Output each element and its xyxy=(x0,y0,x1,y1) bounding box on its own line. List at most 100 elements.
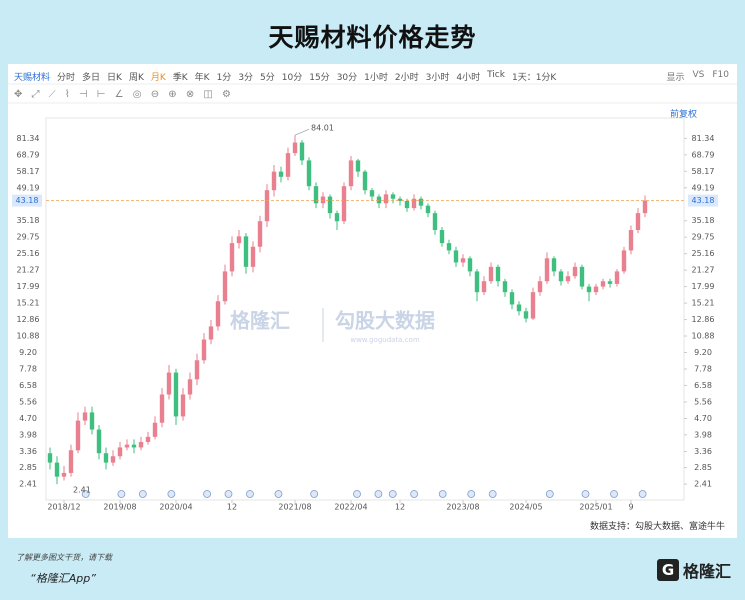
candle-body xyxy=(411,198,417,209)
candle-body xyxy=(383,194,389,204)
candle-body xyxy=(488,266,494,282)
event-marker xyxy=(388,490,397,498)
candle-body xyxy=(271,171,277,191)
toolbar-item[interactable]: 1分 xyxy=(216,73,232,83)
event-marker xyxy=(81,490,90,498)
candle-body xyxy=(453,250,459,263)
toolbar-item[interactable]: 分时 xyxy=(57,73,76,83)
candle-body xyxy=(572,266,578,277)
candle-body xyxy=(565,276,571,282)
f10-button[interactable]: F10 xyxy=(712,70,729,80)
max-pointer xyxy=(294,128,310,136)
plot-frame xyxy=(45,117,685,501)
candle-body xyxy=(313,186,319,204)
candle-body xyxy=(159,394,165,423)
watermark-url: www.gogudata.com xyxy=(350,336,419,344)
candle-body xyxy=(180,394,186,417)
event-marker xyxy=(224,490,233,498)
toolbar-item[interactable]: 年K xyxy=(194,73,210,83)
toolbar: 天赐材料 分时 多日 日K 周K 月K 季K 年K 1分 3分 5分 10分 15分 30分 1小时 2小时 3… xyxy=(14,70,556,83)
candle-body xyxy=(194,360,200,380)
event-marker xyxy=(545,490,554,498)
candle-body xyxy=(75,420,81,451)
event-marker xyxy=(167,490,176,498)
watermark-right: 勾股大数据 xyxy=(335,309,435,333)
toolbar-item[interactable]: 1天：1分K xyxy=(511,73,557,83)
toolbar-item[interactable]: 月K xyxy=(150,73,166,83)
toolbar-item[interactable]: 3小时 xyxy=(425,73,450,83)
candle-body xyxy=(166,372,172,395)
candle-body xyxy=(110,456,116,463)
y-tick-label-right: 58.17 xyxy=(692,167,715,176)
display-button[interactable]: 显示 xyxy=(666,73,685,83)
x-tick-label: 9 xyxy=(628,503,633,512)
candle-body xyxy=(299,142,305,161)
event-marker xyxy=(410,490,419,498)
toolbar-item[interactable]: 5分 xyxy=(260,73,275,83)
toolbar-item[interactable]: 4小时 xyxy=(456,73,481,83)
candle-body xyxy=(264,190,270,222)
candle-body xyxy=(614,271,620,284)
event-marker xyxy=(246,490,254,498)
candle-body xyxy=(327,196,333,214)
y-tick-label-right: 35.18 xyxy=(692,216,715,225)
y-tick-label-right: 7.78 xyxy=(694,364,712,373)
toolbar-item[interactable]: 日K xyxy=(107,73,122,83)
logo: G 格隆汇 xyxy=(656,558,731,582)
candle-body xyxy=(173,372,179,417)
adjust-button[interactable]: 前复权 xyxy=(669,110,697,120)
price-label-left: 43.18 xyxy=(16,196,39,205)
candle-body xyxy=(495,266,501,282)
toolbar-item[interactable]: 天赐材料 xyxy=(14,73,51,83)
toolbar-item[interactable]: 10分 xyxy=(281,73,303,83)
candle-body xyxy=(390,194,396,199)
y-tick-label: 29.75 xyxy=(17,233,40,242)
toolbar-item[interactable]: 季K xyxy=(172,73,188,83)
candle-body xyxy=(89,412,95,430)
max-label: 84.01 xyxy=(311,124,334,133)
candle-body xyxy=(68,450,74,473)
candle-body xyxy=(341,186,347,222)
vs-button[interactable]: VS xyxy=(692,70,705,80)
candle-body xyxy=(103,453,109,463)
candle-body xyxy=(467,258,473,272)
event-marker xyxy=(581,490,590,498)
candle-body xyxy=(250,246,256,267)
footer-note: 了解更多图文干货，请下载 xyxy=(16,553,112,562)
toolbar-item[interactable]: 1小时 xyxy=(364,73,388,83)
y-tick-label-right: 49.19 xyxy=(692,183,715,192)
toolbar-item[interactable]: 30分 xyxy=(336,73,358,83)
candle-body xyxy=(243,236,249,267)
logo-text: 格隆汇 xyxy=(682,562,731,581)
event-marker xyxy=(467,490,476,498)
toolbar-item[interactable]: 3分 xyxy=(238,73,254,83)
y-tick-label: 10.88 xyxy=(17,332,40,341)
candle-body xyxy=(593,286,599,293)
candle-body xyxy=(292,142,298,154)
drawing-tools[interactable]: ✥ ⤢ ⟋ ⌇ ⊣ ⊢ ∠ ◎ ⊖ ⊕ ⊗ ◫ ⚙ xyxy=(14,89,234,100)
candle-body xyxy=(537,281,543,293)
chart: 格隆汇 勾股大数据 www.gogudata.com 81.34 81.34 68.79 6… xyxy=(8,83,737,512)
y-tick-label: 12.86 xyxy=(17,315,40,324)
candle-body xyxy=(124,444,130,448)
toolbar-item[interactable]: 周K xyxy=(128,73,144,83)
candle-body xyxy=(355,160,361,172)
y-tick-label: 15.21 xyxy=(17,299,40,308)
y-tick-label-right: 17.99 xyxy=(692,282,715,291)
toolbar-item[interactable]: 多日 xyxy=(82,73,101,83)
event-marker xyxy=(274,490,283,498)
y-tick-label-right: 12.86 xyxy=(692,315,715,324)
y-tick-label-right: 2.41 xyxy=(694,480,712,489)
candle-body xyxy=(439,230,445,244)
toolbar-item[interactable]: Tick xyxy=(487,70,505,80)
candle-body xyxy=(306,160,312,187)
candle-body xyxy=(152,422,158,437)
y-tick-label-right: 29.75 xyxy=(692,233,715,242)
candle-body xyxy=(54,462,60,477)
candle-body xyxy=(558,271,564,282)
toolbar-item[interactable]: 2小时 xyxy=(394,73,419,83)
candle-body xyxy=(530,292,536,319)
candle-body xyxy=(544,258,550,282)
toolbar-item[interactable]: 15分 xyxy=(309,73,330,83)
